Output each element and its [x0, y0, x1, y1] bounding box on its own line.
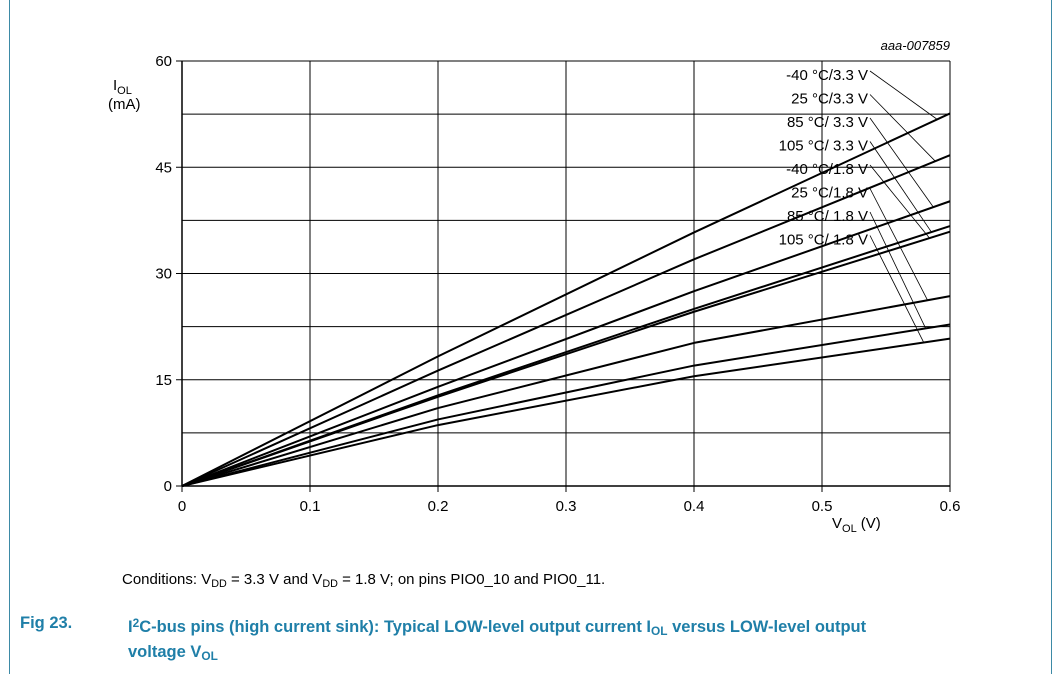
- series-label-1: -40 °C/3.3 V: [786, 67, 868, 84]
- series-label-4: 105 °C/ 3.3 V: [779, 138, 868, 155]
- x-axis-label: VOL (V): [832, 515, 881, 535]
- series-leader-6: [869, 188, 928, 301]
- y-tick-label: 45: [155, 159, 172, 176]
- series-line-8: [181, 337, 951, 487]
- conditions-note: Conditions: VDD = 3.3 V and VDD = 1.8 V;…: [122, 571, 606, 590]
- series-leader-5: [869, 164, 930, 239]
- y-tick-label: 0: [164, 478, 172, 495]
- series-leader-7: [869, 211, 927, 329]
- series-line-1: [181, 112, 951, 487]
- series-leader-1: [869, 70, 938, 120]
- y-axis-unit: (mA): [108, 96, 141, 113]
- x-tick-label: 0.4: [684, 498, 705, 515]
- y-axis-label: IOL: [113, 77, 132, 97]
- series-leader-4: [869, 141, 932, 233]
- series-line-2: [181, 154, 951, 487]
- series-label-6: 25 °C/1.8 V: [791, 185, 868, 202]
- series-label-2: 25 °C/3.3 V: [791, 91, 868, 108]
- page-frame: [9, 0, 1052, 674]
- chart-ticks: 0 0.1 0.2 0.3 0.4 0.5 0.6 0 15 30 45 60: [155, 53, 960, 515]
- series-line-7: [181, 323, 951, 487]
- series-line-5: [181, 230, 951, 487]
- x-tick-label: 0.3: [556, 498, 577, 515]
- x-tick-label: 0.1: [300, 498, 321, 515]
- line-chart: -40 °C/3.3 V 25 °C/3.3 V 85 °C/ 3.3 V 105 °…: [108, 38, 960, 535]
- x-tick-label: 0.5: [812, 498, 833, 515]
- x-tick-label: 0.6: [940, 498, 961, 515]
- x-tick-label: 0: [178, 498, 186, 515]
- chart-grid: [176, 60, 951, 492]
- y-tick-label: 15: [155, 372, 172, 389]
- figure-title: I2C-bus pins (high current sink): Typica…: [128, 616, 867, 663]
- chart-leader-lines: -40 °C/3.3 V 25 °C/3.3 V 85 °C/ 3.3 V 105 °…: [779, 67, 938, 343]
- y-tick-label: 60: [155, 53, 172, 70]
- series-label-8: 105 °C/ 1.8 V: [779, 232, 868, 249]
- series-line-3: [181, 200, 951, 487]
- x-tick-label: 0.2: [428, 498, 449, 515]
- series-leader-3: [869, 117, 934, 208]
- series-leader-8: [869, 235, 925, 343]
- chart-id-label: aaa-007859: [881, 38, 950, 53]
- chart-series: [181, 112, 951, 487]
- series-label-7: 85 °C/ 1.8 V: [787, 208, 868, 225]
- figure-number: Fig 23.: [20, 614, 73, 632]
- y-tick-label: 30: [155, 266, 172, 283]
- series-label-3: 85 °C/ 3.3 V: [787, 114, 868, 131]
- series-line-6: [181, 295, 951, 487]
- series-label-5: -40 °C/1.8 V: [786, 161, 868, 178]
- series-leader-2: [869, 94, 936, 162]
